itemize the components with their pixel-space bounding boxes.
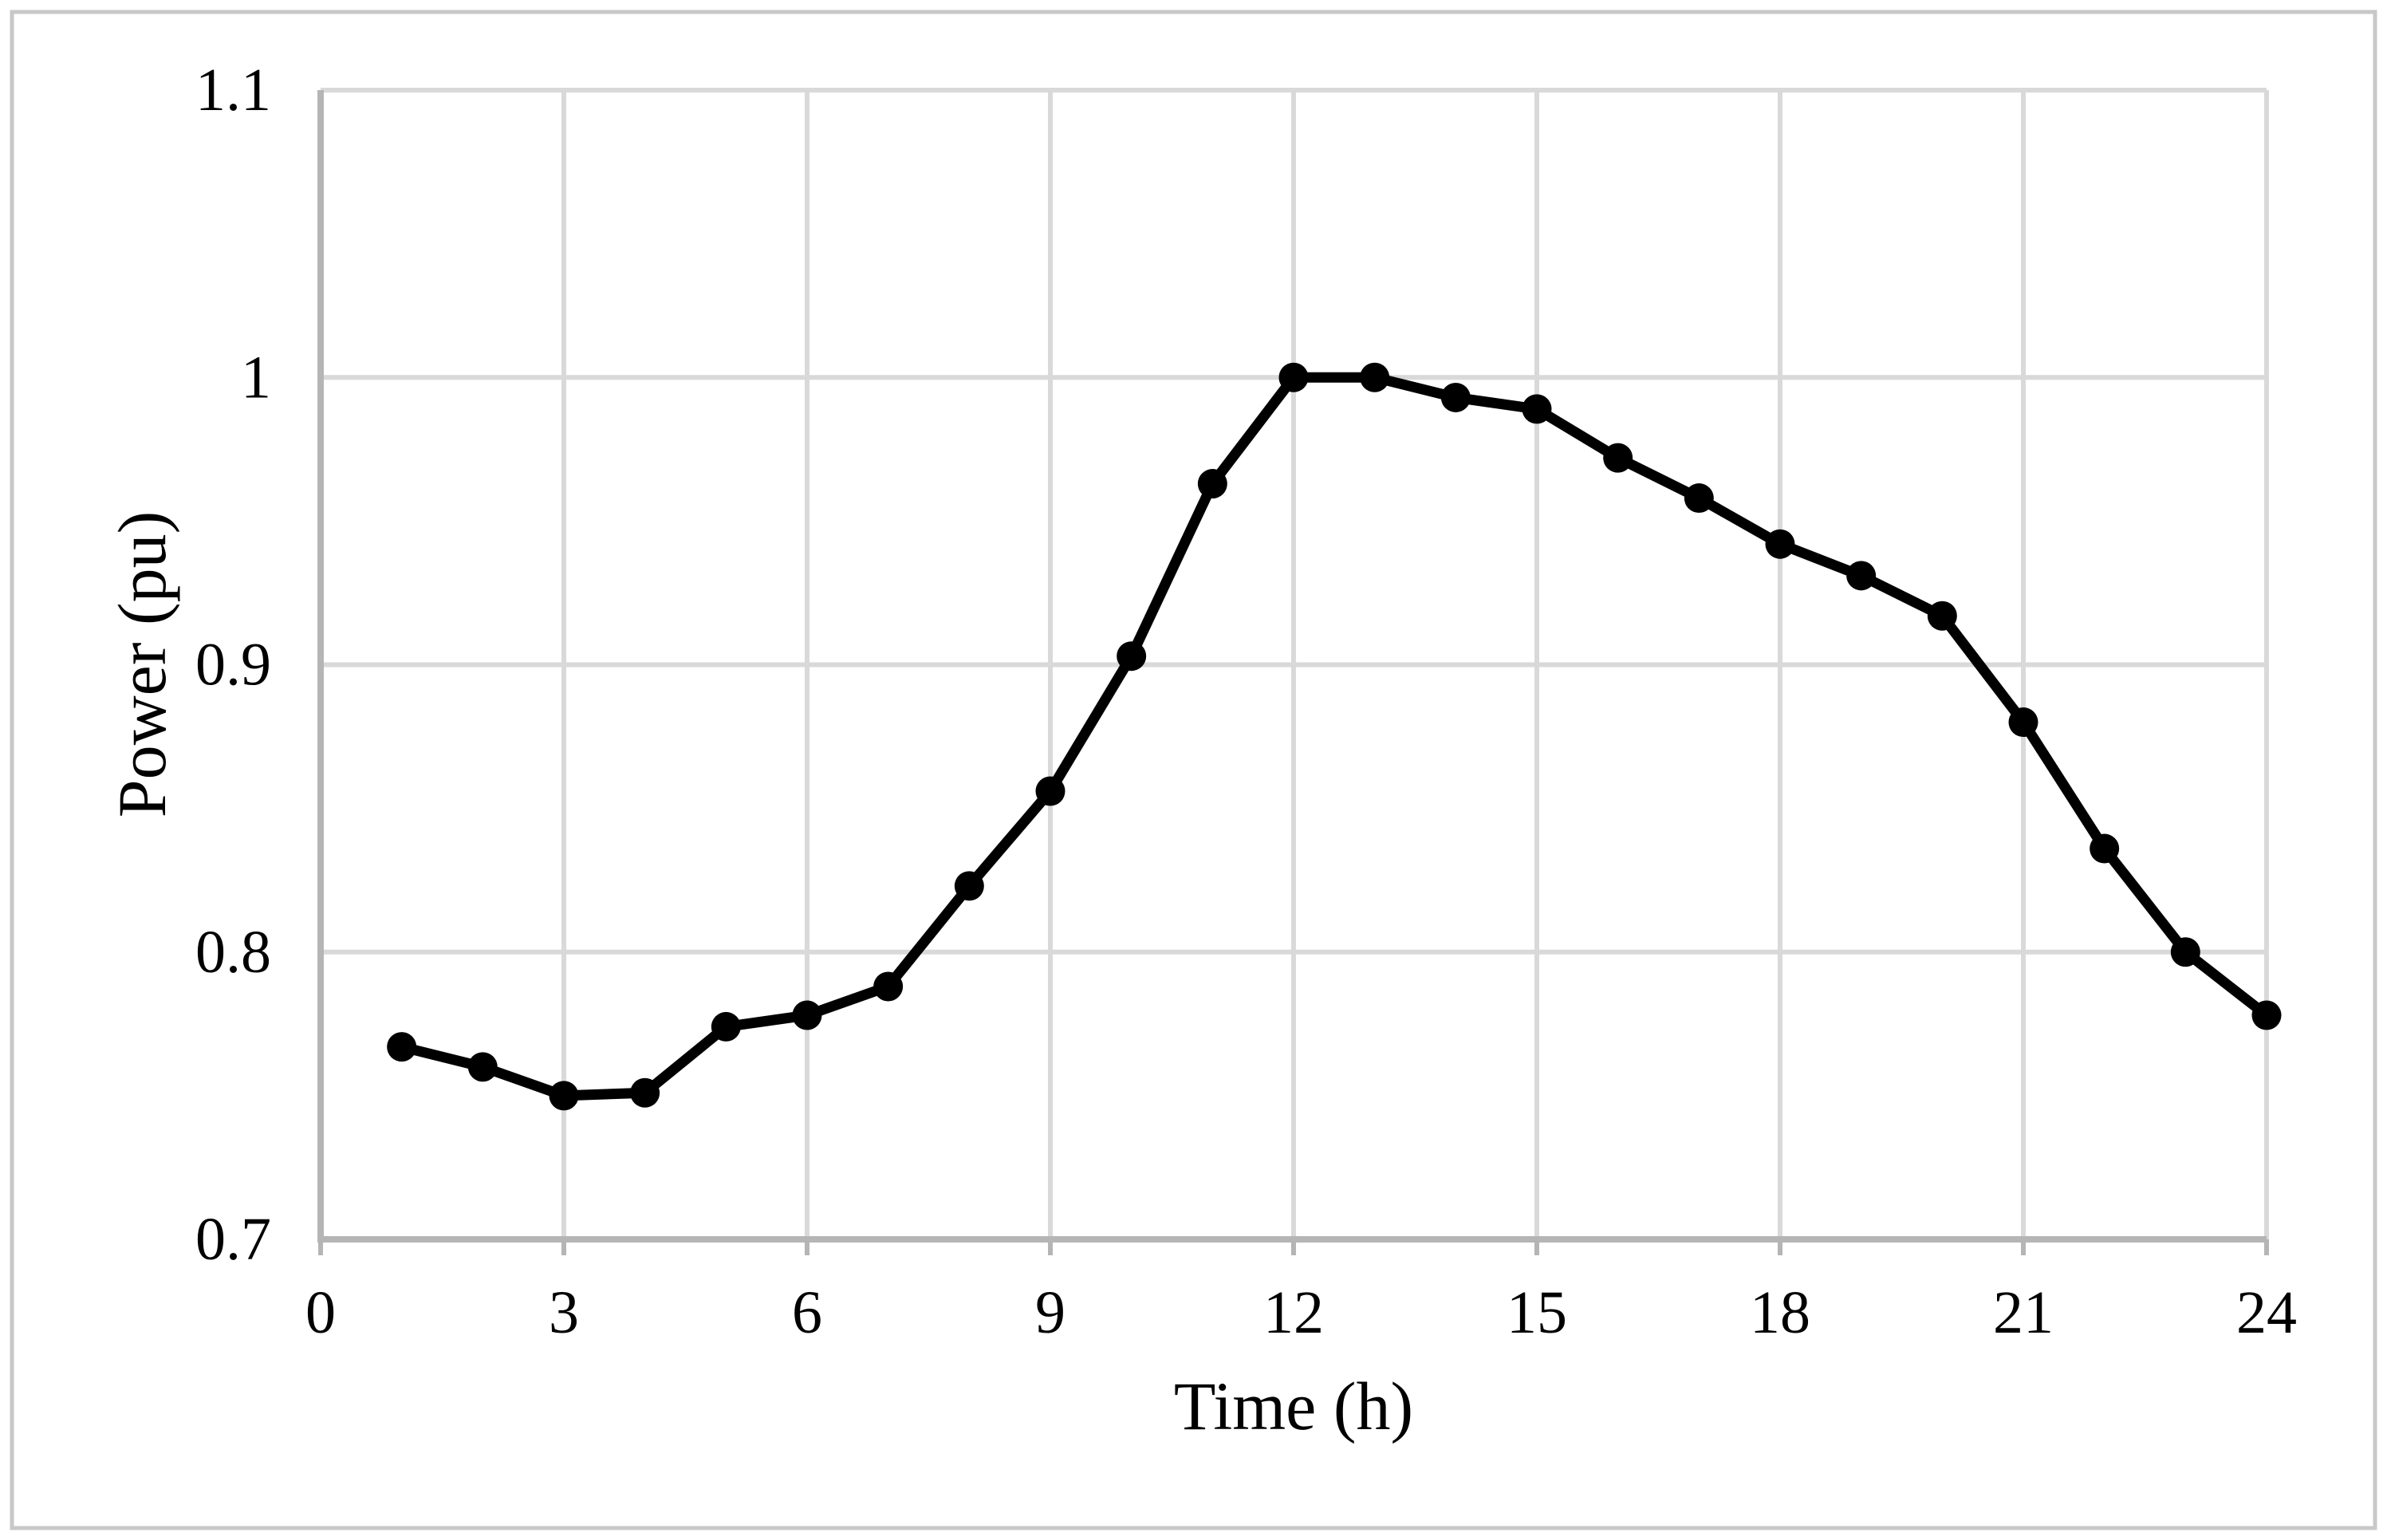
- figure-border: [10, 10, 2377, 1530]
- x-tick-label: 9: [1035, 1279, 1065, 1346]
- x-tick-label: 0: [305, 1279, 336, 1346]
- data-point-marker: [1522, 394, 1552, 424]
- data-point-marker: [954, 871, 984, 901]
- y-tick-label: 1: [241, 344, 271, 411]
- data-point-marker: [1035, 776, 1065, 806]
- y-tick-label: 0.9: [195, 632, 271, 699]
- x-tick-label: 18: [1750, 1279, 1810, 1346]
- data-point-marker: [1278, 362, 1309, 392]
- data-point-marker: [1765, 529, 1795, 559]
- x-tick-label: 15: [1507, 1279, 1567, 1346]
- data-point-marker: [467, 1052, 498, 1082]
- data-point-marker: [1927, 601, 1957, 631]
- data-point-marker: [549, 1081, 579, 1111]
- data-point-marker: [1360, 362, 1390, 392]
- y-tick-label: 1.1: [195, 57, 271, 124]
- data-point-marker: [630, 1077, 660, 1108]
- data-point-marker: [1684, 483, 1714, 514]
- data-point-marker: [2008, 707, 2038, 738]
- y-axis-title: Power (pu): [104, 510, 180, 818]
- data-point-marker: [873, 971, 904, 1002]
- data-point-marker: [1846, 561, 1877, 591]
- x-axis-title: Time (h): [1173, 1368, 1414, 1444]
- y-tick-label: 0.7: [195, 1206, 271, 1273]
- x-tick-label: 21: [1993, 1279, 2054, 1346]
- x-tick-label: 24: [2236, 1279, 2297, 1346]
- x-tick-label: 12: [1263, 1279, 1324, 1346]
- series-line: [396, 372, 2272, 1101]
- data-point-marker: [387, 1032, 417, 1062]
- data-point-marker: [1117, 641, 1147, 672]
- data-point-marker: [711, 1011, 741, 1042]
- data-point-marker: [792, 1000, 822, 1030]
- data-point-marker: [2251, 1000, 2282, 1030]
- x-tick-label: 3: [549, 1279, 579, 1346]
- y-tick-label: 0.8: [195, 919, 271, 986]
- data-point-marker: [1440, 382, 1471, 412]
- x-tick-label: 6: [792, 1279, 822, 1346]
- data-point-marker: [2170, 937, 2200, 967]
- data-point-marker: [1603, 443, 1633, 473]
- data-point-marker: [1197, 469, 1227, 499]
- data-point-marker: [2090, 833, 2120, 864]
